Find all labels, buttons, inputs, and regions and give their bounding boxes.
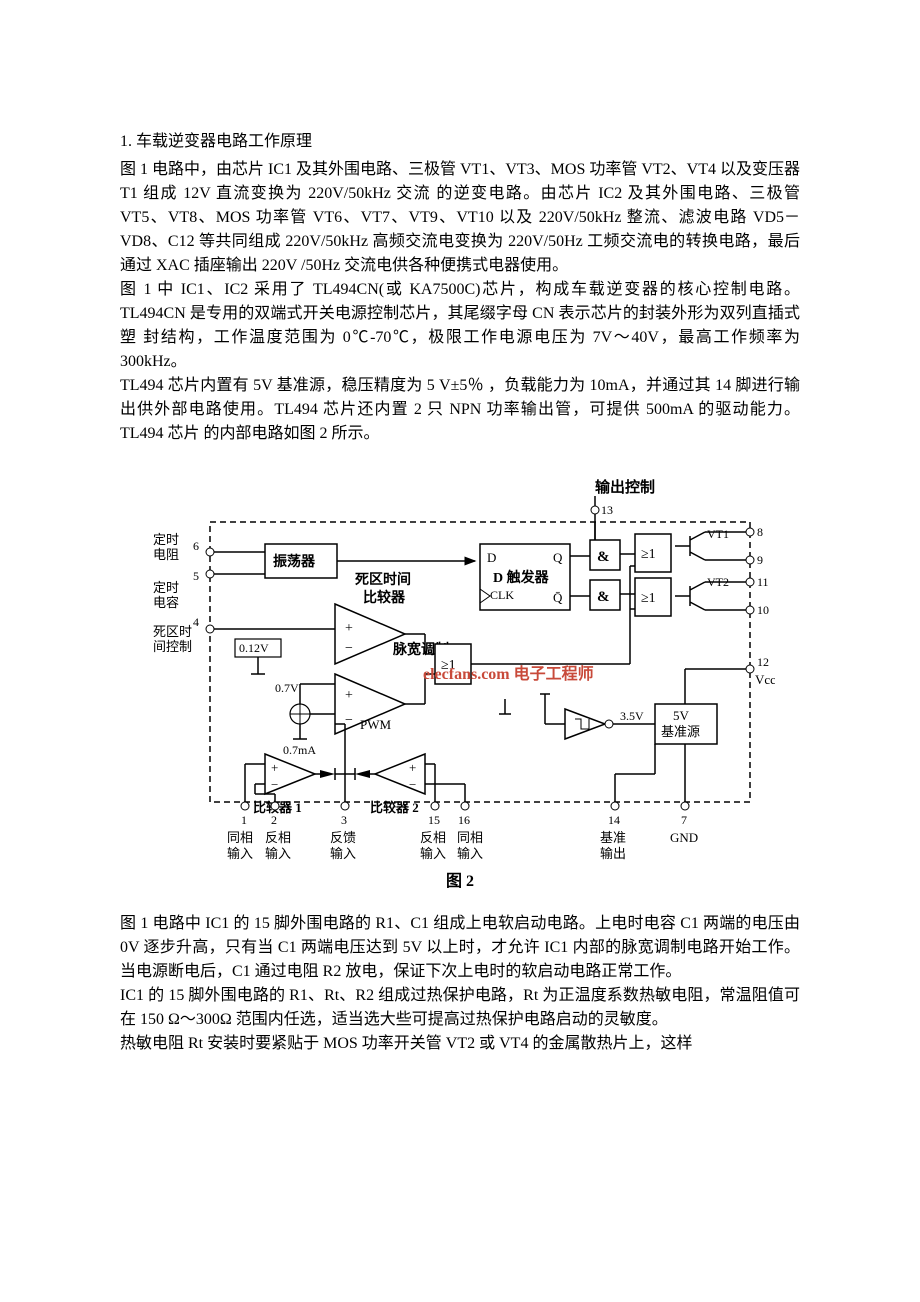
lbl-pwm: PWM (360, 717, 392, 732)
svg-text:+: + (409, 760, 416, 775)
lbl-5v1: 5V (673, 708, 690, 723)
pin-12: 12 (757, 655, 769, 669)
svg-text:−: − (345, 713, 353, 728)
svg-text:输入: 输入 (457, 846, 483, 861)
paragraph-5: IC1 的 15 脚外围电路的 R1、Rt、R2 组成过热保护电路，Rt 为正温… (120, 984, 800, 1032)
lbl-noninv2: 同相 (457, 830, 483, 845)
lbl-or1: ≥1 (641, 547, 656, 562)
paragraph-2: 图 1 中 IC1、IC2 采用了 TL494CN(或 KA7500C)芯片，构… (120, 278, 800, 374)
pin-10: 10 (757, 603, 769, 617)
pin-8: 8 (757, 525, 763, 539)
lbl-comp2: 比较器 2 (370, 800, 419, 815)
lbl-q: Q (553, 550, 563, 565)
lbl-inv1: 反相 (265, 830, 291, 845)
pin-11: 11 (757, 575, 769, 589)
pin-1: 1 (241, 813, 247, 827)
watermark: elecfans.com 电子工程师 (423, 664, 594, 683)
lbl-gnd: GND (670, 830, 698, 845)
lbl-dff: D 触发器 (493, 569, 550, 586)
svg-text:+: + (345, 688, 353, 703)
lbl-fb: 反馈 (330, 830, 356, 845)
pin-7: 7 (681, 813, 687, 827)
lbl-deadtime1: 死区时间 (354, 571, 411, 588)
figure-2-container: 输出控制 13 定时 电阻 6 5 定时 电容 振荡器 死区时间 比较器 + −… (120, 474, 800, 894)
lbl-0-7v: 0.7V (275, 681, 299, 695)
lbl-output-ctrl: 输出控制 (595, 478, 655, 496)
svg-text:+: + (271, 760, 278, 775)
svg-text:−: − (271, 777, 278, 792)
pin-9: 9 (757, 553, 763, 567)
lbl-timing-r: 定时 (153, 532, 179, 547)
figure-2-caption: 图 2 (446, 870, 474, 894)
lbl-and2: & (597, 589, 610, 605)
svg-text:输入: 输入 (227, 846, 253, 861)
lbl-and1: & (597, 549, 610, 565)
paragraph-6: 热敏电阻 Rt 安装时要紧贴于 MOS 功率开关管 VT2 或 VT4 的金属散… (120, 1032, 800, 1056)
section-heading: 1. 车载逆变器电路工作原理 (120, 130, 800, 154)
svg-text:−: − (409, 777, 416, 792)
pin-6: 6 (193, 539, 199, 553)
pin-3: 3 (341, 813, 347, 827)
pin-4: 4 (193, 615, 199, 629)
lbl-vcc: Vcc (755, 672, 775, 687)
svg-text:电容: 电容 (153, 595, 179, 610)
svg-text:输出: 输出 (600, 846, 626, 861)
pin-13: 13 (601, 503, 613, 517)
svg-text:输入: 输入 (420, 846, 446, 861)
lbl-inv2: 反相 (420, 830, 446, 845)
svg-text:输入: 输入 (265, 846, 291, 861)
paragraph-1: 图 1 电路中，由芯片 IC1 及其外围电路、三极管 VT1、VT3、MOS 功… (120, 158, 800, 278)
paragraph-4: 图 1 电路中 IC1 的 15 脚外围电路的 R1、C1 组成上电软启动电路。… (120, 912, 800, 984)
lbl-timing-c: 定时 (153, 580, 179, 595)
lbl-5v2: 基准源 (661, 724, 700, 739)
pin-2: 2 (271, 813, 277, 827)
lbl-vt1: VT1 (707, 527, 729, 541)
lbl-osc: 振荡器 (273, 553, 316, 570)
lbl-0-7ma: 0.7mA (283, 743, 316, 757)
lbl-3-5v: 3.5V (620, 709, 644, 723)
pin-14: 14 (608, 813, 620, 827)
lbl-qbar: Q̄ (553, 590, 563, 605)
figure-2-diagram: 输出控制 13 定时 电阻 6 5 定时 电容 振荡器 死区时间 比较器 + −… (145, 474, 775, 864)
paragraph-3: TL494 芯片内置有 5V 基准源，稳压精度为 5 V±5％ ，负载能力为 1… (120, 374, 800, 446)
svg-text:电阻: 电阻 (153, 547, 179, 562)
lbl-refout: 基准 (600, 830, 626, 845)
svg-text:输入: 输入 (330, 846, 356, 861)
lbl-0-12v: 0.12V (239, 641, 269, 655)
lbl-or2: ≥1 (641, 591, 656, 606)
svg-text:+: + (345, 621, 353, 636)
lbl-dzc2: 间控制 (153, 639, 192, 654)
lbl-noninv1: 同相 (227, 830, 253, 845)
pin-15: 15 (428, 813, 440, 827)
pin-16: 16 (458, 813, 470, 827)
pin-5: 5 (193, 569, 199, 583)
lbl-dzc1: 死区时 (153, 624, 192, 639)
lbl-deadtime2: 比较器 (363, 589, 406, 606)
svg-text:−: − (345, 641, 353, 656)
lbl-clk: CLK (490, 588, 514, 602)
lbl-d: D (487, 550, 496, 565)
